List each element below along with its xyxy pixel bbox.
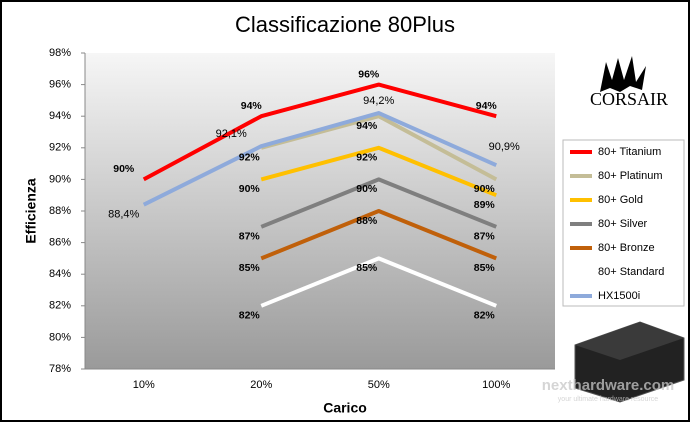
data-label: 90% <box>356 183 378 195</box>
watermark-sub: your ultimate hardware resource <box>558 396 658 403</box>
data-label: 96% <box>358 68 380 80</box>
y-tick-label: 98% <box>49 47 71 59</box>
plot-area <box>85 53 555 369</box>
data-label: 94% <box>476 100 498 112</box>
series-line <box>142 82 497 182</box>
series-line <box>260 177 497 229</box>
data-label: 90,9% <box>489 141 520 153</box>
watermark: nexthardware.com <box>542 377 675 394</box>
y-tick-label: 86% <box>49 237 71 249</box>
x-axis-label: Carico <box>323 400 367 416</box>
data-label: 90% <box>239 183 261 195</box>
data-label: 90% <box>113 163 135 175</box>
series-line <box>260 145 497 198</box>
data-label: 89% <box>474 199 496 211</box>
logo: CORSAIR <box>590 56 668 109</box>
data-label: 88% <box>356 215 378 227</box>
data-label: 88,4% <box>108 209 139 221</box>
product-image: nexthardware.com your ultimate hardware … <box>542 321 685 403</box>
data-label: 82% <box>239 310 261 322</box>
data-label: 87% <box>474 231 496 243</box>
data-label: 94% <box>356 120 378 132</box>
chart-title: Classificazione 80Plus <box>235 12 455 37</box>
data-label: 92% <box>239 152 261 164</box>
y-tick-label: 94% <box>49 110 71 122</box>
y-axis-label: Efficienza <box>23 178 39 244</box>
series-line <box>260 209 497 261</box>
y-tick-label: 84% <box>49 268 71 280</box>
data-label: 90% <box>474 183 496 195</box>
data-label: 85% <box>239 262 261 274</box>
data-label: 85% <box>474 262 496 274</box>
logo-icon <box>600 56 646 92</box>
y-tick-label: 90% <box>49 173 71 185</box>
data-label: 92,1% <box>216 128 247 140</box>
x-tick-label: 100% <box>482 379 510 391</box>
legend-label: 80+ Standard <box>598 266 664 278</box>
legend-label: 80+ Silver <box>598 218 648 230</box>
data-label: 94,2% <box>363 95 394 107</box>
legend-label: 80+ Bronze <box>598 242 655 254</box>
y-tick-label: 88% <box>49 205 71 217</box>
x-tick-label: 50% <box>368 379 390 391</box>
legend-label: 80+ Platinum <box>598 170 663 182</box>
series-line <box>260 256 497 308</box>
y-tick-label: 92% <box>49 142 71 154</box>
legend-label: 80+ Titanium <box>598 146 661 158</box>
y-tick-label: 78% <box>49 363 71 375</box>
legend-label: HX1500i <box>598 290 640 302</box>
y-tick-label: 96% <box>49 79 71 91</box>
data-label: 92% <box>356 152 378 164</box>
series-line <box>142 111 498 207</box>
data-label: 94% <box>241 100 263 112</box>
series-line <box>260 114 498 182</box>
logo-text: CORSAIR <box>590 89 668 109</box>
x-tick-label: 10% <box>133 379 155 391</box>
y-tick-label: 82% <box>49 300 71 312</box>
legend-label: 80+ Gold <box>598 194 643 206</box>
data-label: 85% <box>356 262 378 274</box>
data-label: 87% <box>239 231 261 243</box>
data-label: 82% <box>474 310 496 322</box>
x-tick-label: 20% <box>250 379 272 391</box>
y-tick-label: 80% <box>49 331 71 343</box>
